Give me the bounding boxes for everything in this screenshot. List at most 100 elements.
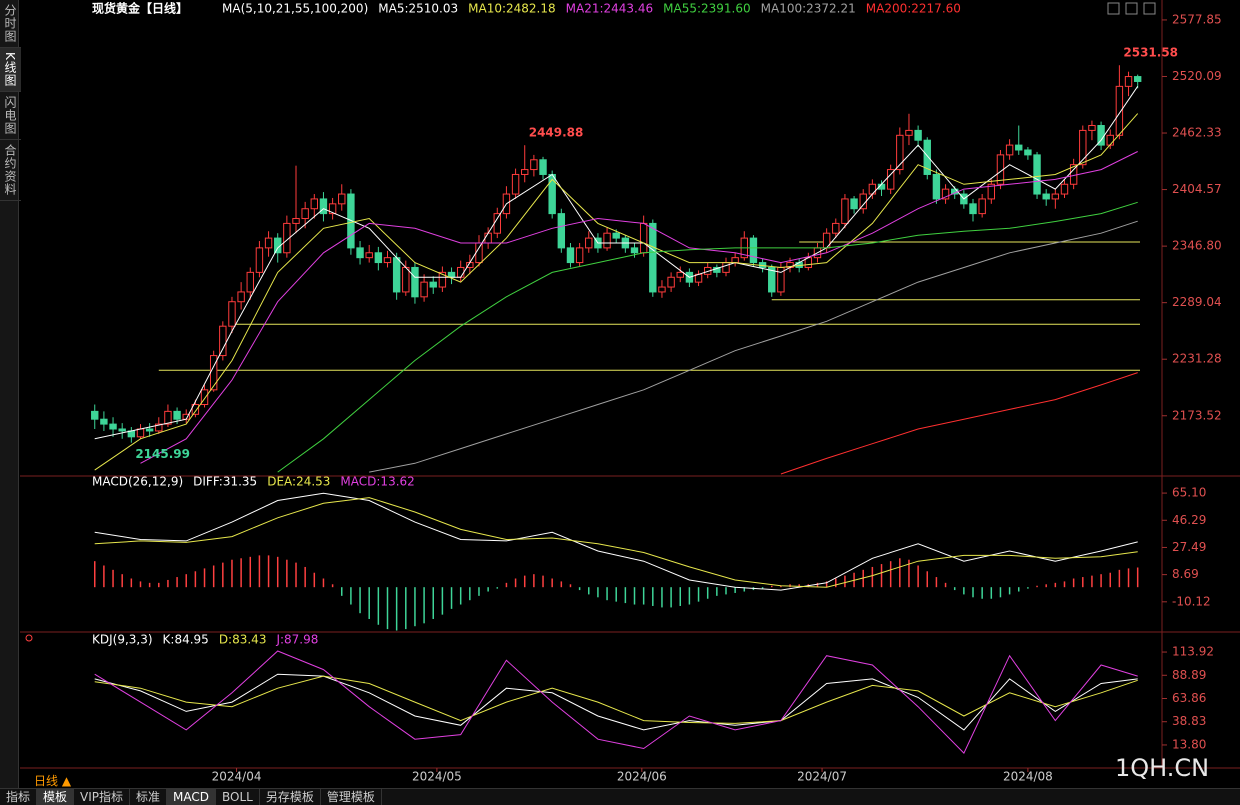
candle-body bbox=[402, 266, 410, 293]
price-annotation: 2449.88 bbox=[529, 126, 584, 140]
x-tick-label: 2024/06 bbox=[617, 770, 667, 784]
candle-body bbox=[539, 159, 547, 175]
toolbar-tab[interactable]: 管理模板 bbox=[321, 789, 382, 805]
candle-body bbox=[164, 410, 172, 425]
sidebar-tab[interactable]: K线图 bbox=[0, 48, 21, 92]
indicator-line bbox=[140, 151, 1138, 464]
legend-entry: MACD:13.62 bbox=[340, 475, 414, 489]
y-tick-label: 2173.52 bbox=[1172, 408, 1222, 422]
toolbar-tab[interactable]: MACD bbox=[167, 789, 217, 805]
y-tick-label: 46.29 bbox=[1172, 513, 1206, 527]
candle-body bbox=[493, 213, 501, 234]
candle-body bbox=[530, 159, 538, 171]
legend-entry: DEA:24.53 bbox=[267, 475, 330, 489]
y-tick-label: 88.89 bbox=[1172, 668, 1206, 682]
y-tick-label: 2520.09 bbox=[1172, 69, 1222, 83]
candle-body bbox=[667, 276, 675, 288]
candle-body bbox=[328, 203, 337, 215]
candle-body bbox=[392, 257, 401, 293]
candle-body bbox=[237, 291, 245, 303]
toolbar-tab[interactable]: 标准 bbox=[130, 789, 168, 805]
candle-body bbox=[612, 232, 620, 239]
legend-entry: MA100:2372.21 bbox=[761, 2, 856, 16]
legend-entry: MA21:2443.46 bbox=[566, 2, 654, 16]
candle-body bbox=[1015, 144, 1023, 151]
candle-body bbox=[649, 222, 657, 293]
candle-body bbox=[228, 301, 236, 327]
toolbar-tab[interactable]: 另存模板 bbox=[260, 789, 321, 805]
window-button[interactable] bbox=[1125, 2, 1138, 15]
candle-body bbox=[109, 423, 117, 430]
x-tick-label: 2024/04 bbox=[212, 770, 262, 784]
sidebar-tab[interactable]: 闪电图 bbox=[0, 92, 21, 140]
y-tick-label: 65.10 bbox=[1172, 486, 1206, 500]
candle-body bbox=[1115, 85, 1124, 136]
candle-body bbox=[969, 203, 977, 215]
candle-body bbox=[1051, 193, 1060, 200]
legend-entry: KDJ(9,3,3) bbox=[92, 633, 153, 647]
candle-body bbox=[255, 247, 264, 273]
candle-body bbox=[731, 257, 739, 264]
candle-body bbox=[136, 428, 145, 438]
sidebar: 分时图 K线图 闪电图 合约资料 bbox=[0, 0, 21, 788]
candle-body bbox=[676, 271, 684, 278]
y-tick-label: 2346.80 bbox=[1172, 239, 1222, 253]
candle-body bbox=[447, 271, 456, 278]
candle-body bbox=[575, 247, 584, 264]
y-tick-label: 13.80 bbox=[1172, 737, 1206, 751]
candle-body bbox=[283, 222, 291, 254]
candle-body bbox=[246, 271, 254, 293]
candle-body bbox=[191, 404, 200, 415]
candle-body bbox=[521, 169, 529, 175]
y-tick-label: 2462.33 bbox=[1172, 126, 1222, 140]
candle-body bbox=[100, 418, 108, 425]
legend-entry: MA5:2510.03 bbox=[378, 2, 458, 16]
legend-entry: K:84.95 bbox=[163, 633, 209, 647]
x-tick-label: 2024/05 bbox=[412, 770, 462, 784]
candle-body bbox=[923, 139, 931, 175]
period-selector[interactable]: 日线 ▲ bbox=[34, 774, 72, 788]
candle-body bbox=[658, 286, 666, 293]
candle-body bbox=[365, 252, 373, 259]
candle-body bbox=[1033, 154, 1041, 195]
candle-body bbox=[438, 271, 447, 288]
indicator-line bbox=[94, 86, 1139, 440]
y-tick-label: 8.69 bbox=[1172, 567, 1199, 581]
window-button[interactable] bbox=[1107, 2, 1120, 15]
candle-body bbox=[850, 198, 858, 210]
x-tick-label: 2024/07 bbox=[797, 770, 847, 784]
toolbar-tab[interactable]: BOLL bbox=[216, 789, 260, 805]
y-tick-label: 27.49 bbox=[1172, 540, 1206, 554]
candle-body bbox=[932, 173, 941, 200]
candle-body bbox=[1124, 76, 1133, 87]
sidebar-tab[interactable]: 分时图 bbox=[0, 0, 21, 48]
legend-entry: MA55:2391.60 bbox=[663, 2, 751, 16]
candle-body bbox=[475, 242, 483, 264]
candle-body bbox=[264, 237, 273, 249]
candle-body bbox=[356, 247, 364, 259]
y-tick-label: 2289.04 bbox=[1172, 295, 1222, 309]
bottom-toolbar: 指标 模板 VIP指标 标准 MACD BOLL 另存模板 管理模板 bbox=[0, 788, 1240, 805]
candle-body bbox=[456, 266, 465, 278]
watermark: 1QH.CN bbox=[1115, 754, 1210, 782]
sidebar-tab[interactable]: 合约资料 bbox=[0, 140, 21, 201]
candle-body bbox=[301, 208, 309, 220]
chart-title: 现货黄金【日线】 bbox=[92, 1, 188, 16]
candle-body bbox=[557, 213, 566, 249]
candle-body bbox=[209, 355, 218, 391]
indicator-line bbox=[94, 497, 1138, 588]
indicator-line bbox=[369, 220, 1138, 473]
legend-entry: D:83.43 bbox=[219, 633, 267, 647]
y-tick-label: -10.12 bbox=[1172, 594, 1211, 608]
window-button[interactable] bbox=[1143, 2, 1156, 15]
candle-body bbox=[1106, 134, 1114, 146]
candle-body bbox=[155, 423, 163, 432]
candle-body bbox=[548, 173, 556, 215]
toolbar-tab[interactable]: VIP指标 bbox=[74, 789, 131, 805]
toolbar-tab[interactable]: 指标 bbox=[0, 789, 38, 805]
candle-body bbox=[145, 428, 154, 432]
candle-body bbox=[484, 232, 492, 244]
toolbar-tab[interactable]: 模板 bbox=[37, 789, 75, 805]
candle-body bbox=[978, 198, 986, 215]
